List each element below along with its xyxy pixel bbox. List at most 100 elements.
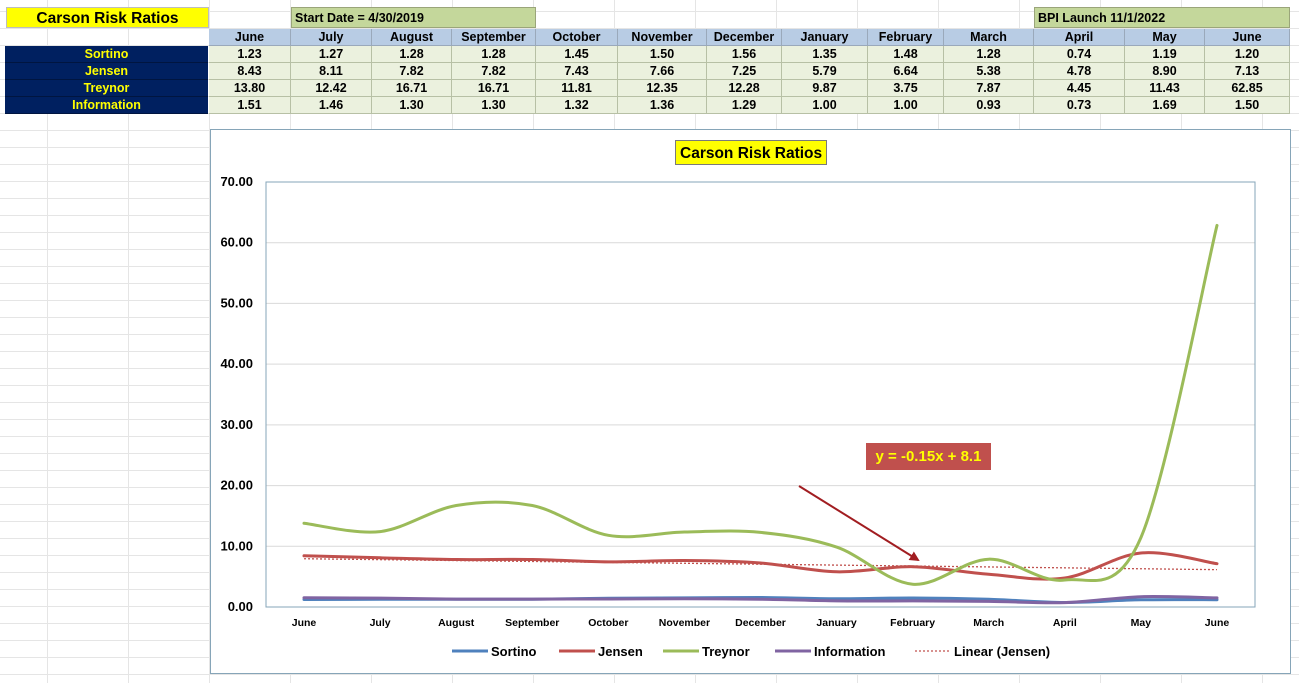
- cell-treynor-2[interactable]: 16.71: [372, 80, 452, 97]
- cell-information-3[interactable]: 1.30: [452, 97, 536, 114]
- y-tick-label-3: 30.00: [220, 417, 253, 432]
- cell-treynor-8[interactable]: 3.75: [868, 80, 944, 97]
- start-date-cell[interactable]: Start Date = 4/30/2019: [291, 7, 536, 28]
- x-tick-label-3: September: [505, 617, 559, 629]
- cell-treynor-3[interactable]: 16.71: [452, 80, 536, 97]
- legend-label-0: Sortino: [491, 644, 537, 659]
- cell-sortino-4[interactable]: 1.45: [536, 46, 618, 63]
- month-header-8[interactable]: February: [868, 29, 944, 46]
- cell-sortino-7[interactable]: 1.35: [782, 46, 868, 63]
- x-tick-label-10: April: [1053, 617, 1077, 629]
- month-header-11[interactable]: May: [1125, 29, 1205, 46]
- x-tick-label-2: August: [438, 617, 475, 629]
- month-header-6[interactable]: December: [707, 29, 782, 46]
- month-header-12[interactable]: June: [1205, 29, 1290, 46]
- row-label-jensen[interactable]: Jensen: [5, 63, 208, 80]
- x-tick-label-12: June: [1205, 617, 1230, 629]
- cell-information-7[interactable]: 1.00: [782, 97, 868, 114]
- cell-sortino-0[interactable]: 1.23: [209, 46, 291, 63]
- cell-treynor-6[interactable]: 12.28: [707, 80, 782, 97]
- cell-treynor-4[interactable]: 11.81: [536, 80, 618, 97]
- cell-treynor-5[interactable]: 12.35: [618, 80, 707, 97]
- cell-jensen-11[interactable]: 8.90: [1125, 63, 1205, 80]
- cell-jensen-8[interactable]: 6.64: [868, 63, 944, 80]
- row-label-treynor[interactable]: Treynor: [5, 80, 208, 97]
- cell-sortino-10[interactable]: 0.74: [1034, 46, 1125, 63]
- cell-treynor-12[interactable]: 62.85: [1205, 80, 1290, 97]
- x-tick-label-9: March: [973, 617, 1004, 629]
- annotation-arrow: [798, 485, 920, 562]
- cell-information-1[interactable]: 1.46: [291, 97, 372, 114]
- month-header-3[interactable]: September: [452, 29, 536, 46]
- y-tick-label-5: 50.00: [220, 295, 253, 310]
- cell-jensen-0[interactable]: 8.43: [209, 63, 291, 80]
- month-header-2[interactable]: August: [372, 29, 452, 46]
- bpi-launch-cell[interactable]: BPI Launch 11/1/2022: [1034, 7, 1290, 28]
- cell-treynor-10[interactable]: 4.45: [1034, 80, 1125, 97]
- cell-treynor-1[interactable]: 12.42: [291, 80, 372, 97]
- cell-information-5[interactable]: 1.36: [618, 97, 707, 114]
- cell-information-2[interactable]: 1.30: [372, 97, 452, 114]
- y-tick-label-4: 40.00: [220, 356, 253, 371]
- cell-jensen-3[interactable]: 7.82: [452, 63, 536, 80]
- row-label-information[interactable]: Information: [5, 97, 208, 114]
- cell-sortino-2[interactable]: 1.28: [372, 46, 452, 63]
- cell-treynor-7[interactable]: 9.87: [782, 80, 868, 97]
- cell-treynor-11[interactable]: 11.43: [1125, 80, 1205, 97]
- y-tick-label-0: 0.00: [228, 599, 253, 614]
- cell-information-4[interactable]: 1.32: [536, 97, 618, 114]
- cell-sortino-5[interactable]: 1.50: [618, 46, 707, 63]
- month-header-5[interactable]: November: [618, 29, 707, 46]
- month-header-7[interactable]: January: [782, 29, 868, 46]
- cell-information-8[interactable]: 1.00: [868, 97, 944, 114]
- cell-jensen-7[interactable]: 5.79: [782, 63, 868, 80]
- cell-jensen-2[interactable]: 7.82: [372, 63, 452, 80]
- cell-jensen-5[interactable]: 7.66: [618, 63, 707, 80]
- month-header-0[interactable]: June: [209, 29, 291, 46]
- chart-area[interactable]: 0.00 10.00 20.00 30.00 40.00 50.00 60.00 70.00 J…: [210, 129, 1291, 674]
- cell-information-12[interactable]: 1.50: [1205, 97, 1290, 114]
- cell-jensen-12[interactable]: 7.13: [1205, 63, 1290, 80]
- cell-sortino-8[interactable]: 1.48: [868, 46, 944, 63]
- x-tick-label-6: December: [735, 617, 786, 629]
- cell-treynor-9[interactable]: 7.87: [944, 80, 1034, 97]
- y-tick-label-7: 70.00: [220, 174, 253, 189]
- cell-jensen-6[interactable]: 7.25: [707, 63, 782, 80]
- cell-sortino-9[interactable]: 1.28: [944, 46, 1034, 63]
- cell-sortino-12[interactable]: 1.20: [1205, 46, 1290, 63]
- cell-information-11[interactable]: 1.69: [1125, 97, 1205, 114]
- chart-title[interactable]: Carson Risk Ratios: [675, 140, 828, 165]
- cell-jensen-4[interactable]: 7.43: [536, 63, 618, 80]
- table-title: Carson Risk Ratios: [6, 7, 209, 28]
- cell-information-10[interactable]: 0.73: [1034, 97, 1125, 114]
- cell-sortino-1[interactable]: 1.27: [291, 46, 372, 63]
- cell-treynor-0[interactable]: 13.80: [209, 80, 291, 97]
- cell-sortino-6[interactable]: 1.56: [707, 46, 782, 63]
- cell-jensen-9[interactable]: 5.38: [944, 63, 1034, 80]
- cell-sortino-11[interactable]: 1.19: [1125, 46, 1205, 63]
- legend-label-4: Linear (Jensen): [954, 644, 1050, 659]
- series-line-jensen: [302, 551, 1219, 581]
- x-tick-label-8: February: [890, 617, 935, 629]
- cell-information-9[interactable]: 0.93: [944, 97, 1034, 114]
- y-tick-label-1: 10.00: [220, 538, 253, 553]
- x-tick-label-4: October: [588, 617, 628, 629]
- row-label-sortino[interactable]: Sortino: [5, 46, 208, 63]
- x-tick-label-1: July: [370, 617, 391, 629]
- cell-jensen-1[interactable]: 8.11: [291, 63, 372, 80]
- cell-information-6[interactable]: 1.29: [707, 97, 782, 114]
- legend-label-2: Treynor: [702, 644, 750, 659]
- series-line-treynor: [302, 223, 1219, 586]
- line-chart: 0.00 10.00 20.00 30.00 40.00 50.00 60.00 70.00 J…: [220, 174, 1256, 659]
- cell-jensen-10[interactable]: 4.78: [1034, 63, 1125, 80]
- month-header-10[interactable]: April: [1034, 29, 1125, 46]
- month-header-1[interactable]: July: [291, 29, 372, 46]
- cell-information-0[interactable]: 1.51: [209, 97, 291, 114]
- x-tick-label-11: May: [1131, 617, 1152, 629]
- y-tick-label-2: 20.00: [220, 478, 253, 493]
- series-line-information: [302, 595, 1219, 605]
- trendline-equation-label[interactable]: y = -0.15x + 8.1: [866, 443, 991, 470]
- month-header-4[interactable]: October: [536, 29, 618, 46]
- cell-sortino-3[interactable]: 1.28: [452, 46, 536, 63]
- month-header-9[interactable]: March: [944, 29, 1034, 46]
